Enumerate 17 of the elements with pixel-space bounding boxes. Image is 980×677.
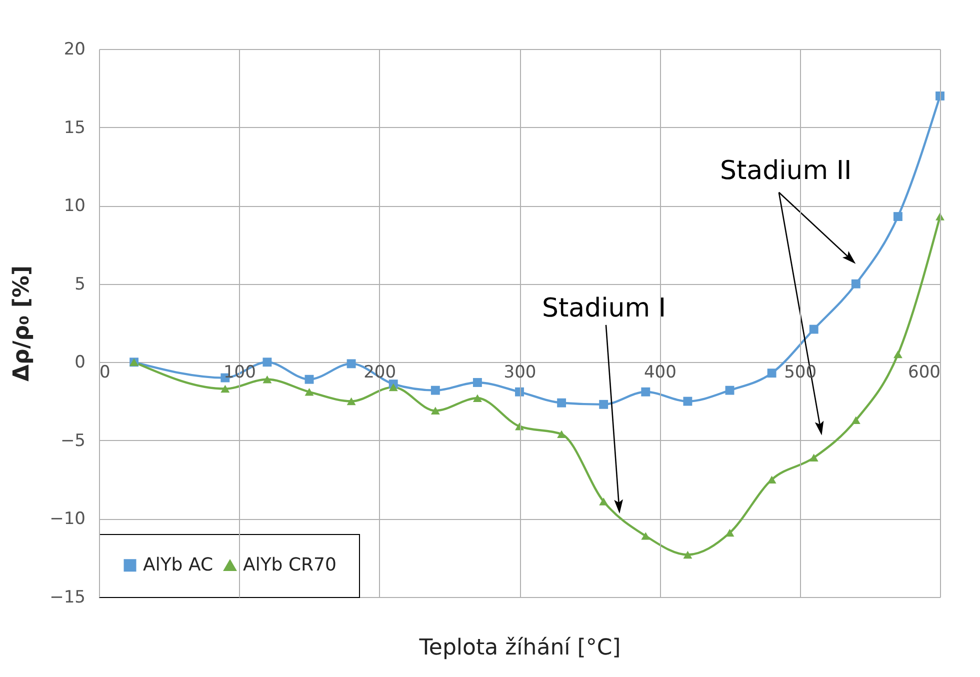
legend-label: AlYb AC — [143, 554, 214, 576]
annotation: Stadium I — [542, 293, 666, 324]
y-tick-label: 15 — [64, 118, 86, 138]
y-tick-label: −10 — [50, 509, 86, 530]
legend-label: AlYb CR70 — [243, 554, 336, 576]
x-tick-label: 300 — [504, 362, 536, 383]
y-axis-title: Δρ/ρ₀ [%] — [10, 265, 35, 382]
y-tick-label: −5 — [60, 430, 86, 451]
y-tick-label: −15 — [50, 588, 86, 608]
annotation: Stadium II — [720, 156, 852, 186]
x-axis-title: Teplota žíhání [°C] — [418, 636, 621, 660]
x-tick-label: 0 — [100, 362, 110, 383]
x-tick-label: 400 — [644, 362, 676, 383]
x-tick-label: 600 — [908, 362, 940, 383]
y-tick-label: 20 — [64, 40, 86, 60]
y-tick-label: 5 — [74, 274, 86, 294]
y-tick-label: 10 — [64, 196, 86, 216]
